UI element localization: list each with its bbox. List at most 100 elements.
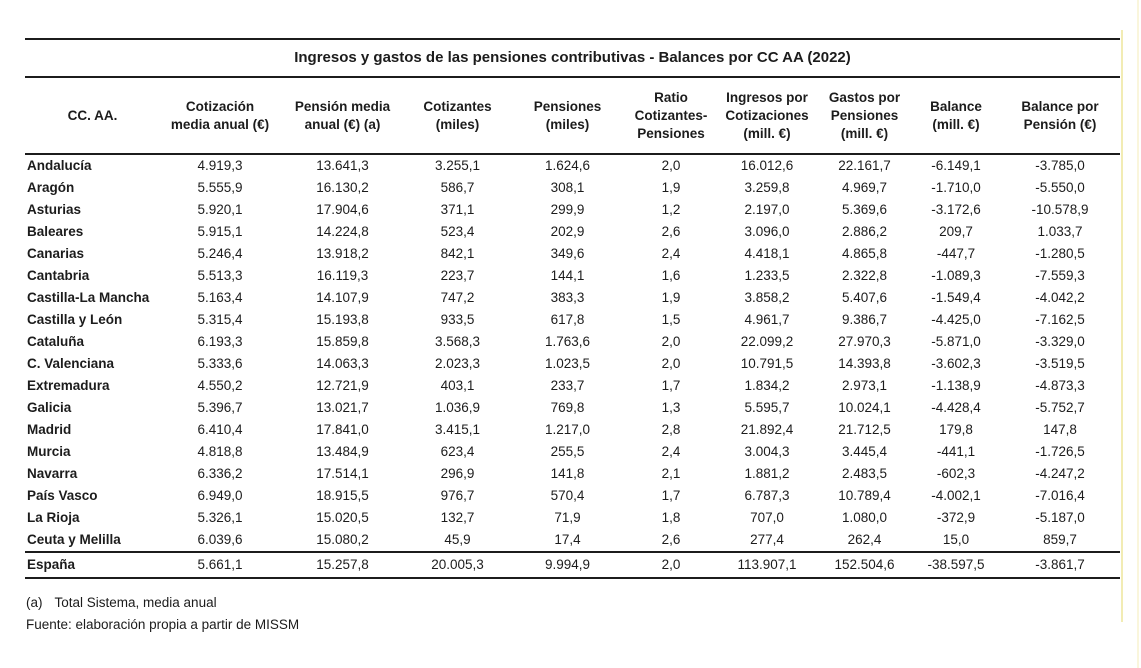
value-cell: 2,0: [661, 334, 681, 349]
value-cell: 16.130,2: [316, 180, 369, 195]
value-cell: -4.428,4: [931, 400, 981, 415]
value-cell: 1.033,7: [1037, 224, 1083, 239]
table-row: País Vasco 6.949,0 18.915,5 976,7 570,4 1,7 6.…: [25, 485, 1120, 507]
value-cell: 13.484,9: [316, 444, 369, 459]
value-cell: 10.791,5: [740, 356, 794, 371]
table-row: Canarias 5.246,4 13.918,2 842,1 349,6 2,4 4.41…: [25, 243, 1120, 265]
value-cell: 1.834,2: [744, 378, 790, 393]
value-cell: -3.519,5: [1035, 356, 1085, 371]
value-cell: -3.785,0: [1035, 158, 1085, 173]
value-cell: 2.023,3: [434, 356, 481, 371]
value-cell: 4.865,8: [841, 246, 888, 261]
value-cell: 2.197,0: [744, 202, 790, 217]
value-cell: 3.259,8: [744, 180, 790, 195]
table-row: Galicia 5.396,7 13.021,7 1.036,9 769,8 1,3 5.5…: [25, 397, 1120, 419]
value-cell: 3.096,0: [744, 224, 790, 239]
value-cell: 2.322,8: [841, 268, 888, 283]
region-name-cell: Aragón: [27, 180, 75, 195]
value-cell: -1.549,4: [931, 290, 981, 305]
value-cell: 10.024,1: [838, 400, 891, 415]
value-cell: 5.920,1: [197, 202, 243, 217]
value-cell: -4.425,0: [931, 312, 981, 327]
region-name-cell: Cataluña: [27, 334, 85, 349]
value-cell: 2.973,1: [841, 378, 888, 393]
value-cell: 842,1: [440, 246, 475, 261]
region-name-cell: Madrid: [27, 422, 72, 437]
value-cell: -3.172,6: [931, 202, 981, 217]
value-cell: 14.063,3: [316, 356, 369, 371]
value-cell: 5.333,6: [197, 356, 243, 371]
value-cell: -5.871,0: [931, 334, 981, 349]
value-cell: 3.445,4: [841, 444, 888, 459]
value-cell: 147,8: [1043, 422, 1077, 437]
value-cell: 403,1: [440, 378, 475, 393]
table-row: Asturias 5.920,1 17.904,6 371,1 299,9 1,2 2.19…: [25, 199, 1120, 221]
value-cell: 17.841,0: [316, 422, 369, 437]
total-value-cell: 2,0: [661, 557, 681, 572]
value-cell: 15.193,8: [316, 312, 369, 327]
value-cell: 15,0: [942, 532, 970, 547]
value-cell: 233,7: [550, 378, 585, 393]
value-cell: 1.763,6: [544, 334, 591, 349]
value-cell: 623,4: [440, 444, 475, 459]
value-cell: 1,7: [661, 488, 681, 503]
table-row: Navarra 6.336,2 17.514,1 296,9 141,8 2,1 1.881…: [25, 463, 1120, 485]
value-cell: 1.217,0: [544, 422, 591, 437]
region-name-cell: Ceuta y Melilla: [27, 532, 121, 547]
value-cell: 859,7: [1043, 532, 1077, 547]
table-row: Andalucía 4.919,3 13.641,3 3.255,1 1.624,6 2,…: [25, 154, 1120, 177]
table-row: Madrid 6.410,4 17.841,0 3.415,1 1.217,0 2,8 21…: [25, 419, 1120, 441]
value-cell: 3.415,1: [434, 422, 481, 437]
value-cell: 299,9: [550, 202, 585, 217]
total-value-cell: 20.005,3: [431, 557, 484, 572]
table-footer: España 5.661,1 15.257,8 20.005,3 9.994,9 2,0 1…: [25, 552, 1120, 578]
value-cell: 10.789,4: [838, 488, 891, 503]
value-cell: -6.149,1: [931, 158, 981, 173]
column-header: Cotizantes (miles): [405, 78, 510, 155]
table-title: Ingresos y gastos de las pensiones contr…: [25, 38, 1120, 78]
value-cell: 6.193,3: [197, 334, 243, 349]
total-value-cell: 15.257,8: [316, 557, 369, 572]
header-row: CC. AA. Cotización media anual (€) Pensión…: [25, 78, 1120, 155]
value-cell: 5.369,6: [841, 202, 888, 217]
region-name-cell: Andalucía: [27, 158, 92, 173]
value-cell: 2,0: [661, 356, 681, 371]
value-cell: 5.555,9: [197, 180, 243, 195]
column-header: Pensión media anual (€) (a): [280, 78, 405, 155]
table-row: Cantabria 5.513,3 16.119,3 223,7 144,1 1,6 1.2…: [25, 265, 1120, 287]
table-row: Cataluña 6.193,3 15.859,8 3.568,3 1.763,6 2,0…: [25, 331, 1120, 353]
value-cell: 3.568,3: [434, 334, 481, 349]
value-cell: 5.396,7: [197, 400, 243, 415]
value-cell: 1,2: [661, 202, 681, 217]
footnote-a-marker: (a): [26, 595, 43, 610]
value-cell: 617,8: [550, 312, 585, 327]
value-cell: 3.858,2: [744, 290, 790, 305]
value-cell: 707,0: [750, 510, 784, 525]
value-cell: 15.859,8: [316, 334, 369, 349]
value-cell: -1.726,5: [1035, 444, 1085, 459]
value-cell: 296,9: [440, 466, 475, 481]
value-cell: 14.107,9: [316, 290, 369, 305]
pension-balance-table: CC. AA. Cotización media anual (€) Pensión…: [25, 78, 1120, 579]
value-cell: 1,7: [661, 378, 681, 393]
value-cell: 1,8: [661, 510, 681, 525]
value-cell: 12.721,9: [316, 378, 369, 393]
value-cell: -3.602,3: [931, 356, 981, 371]
value-cell: 5.595,7: [744, 400, 790, 415]
value-cell: 1,3: [661, 400, 681, 415]
value-cell: 223,7: [440, 268, 475, 283]
pension-table-container: Ingresos y gastos de las pensiones contr…: [25, 38, 1120, 579]
footnotes-block: (a) Total Sistema, media anual Fuente: el…: [26, 592, 299, 636]
value-cell: 2,6: [661, 532, 681, 547]
value-cell: 202,9: [550, 224, 585, 239]
value-cell: 2,1: [661, 466, 681, 481]
value-cell: 17.904,6: [316, 202, 369, 217]
value-cell: 5.163,4: [197, 290, 243, 305]
region-name-cell: La Rioja: [27, 510, 80, 525]
value-cell: 747,2: [440, 290, 475, 305]
value-cell: 769,8: [550, 400, 585, 415]
value-cell: 22.099,2: [740, 334, 794, 349]
column-header: Cotización media anual (€): [160, 78, 280, 155]
value-cell: 15.080,2: [316, 532, 369, 547]
